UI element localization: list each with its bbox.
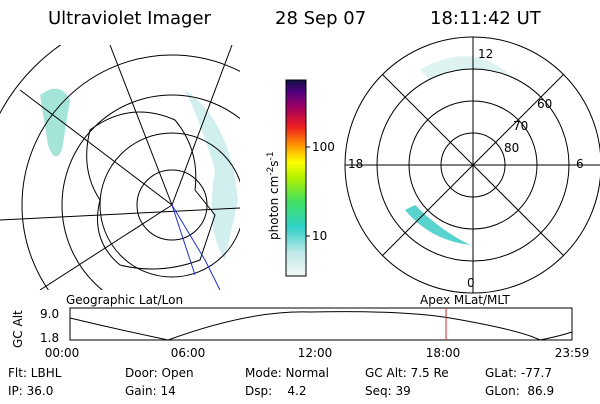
status-field: GLon: 86.9 xyxy=(485,384,554,398)
status-field: Flt: LBHL xyxy=(8,366,62,380)
x-tick: 00:00 xyxy=(45,346,80,360)
time: 18:11:42 UT xyxy=(430,8,542,29)
mlt-label: 0 xyxy=(467,276,475,290)
instrument: Ultraviolet Imager xyxy=(48,8,212,29)
colorbar-tick: 100 xyxy=(312,140,335,154)
x-tick: 18:00 xyxy=(426,346,461,360)
altitude-plot xyxy=(69,307,573,341)
lat-label: 70 xyxy=(513,119,528,133)
y-tick: 1.8 xyxy=(40,331,59,345)
mlt-label: 12 xyxy=(478,47,493,61)
status-field: GC Alt: 7.5 Re xyxy=(365,366,449,380)
date: 28 Sep 07 xyxy=(275,8,366,29)
x-tick: 23:59 xyxy=(555,346,590,360)
y-tick: 9.0 xyxy=(40,307,59,321)
colorbar-tick: 10 xyxy=(312,229,327,243)
colorbar xyxy=(285,79,307,277)
status-field: GLat: -77.7 xyxy=(485,366,552,380)
plot-title: Geographic Lat/Lon xyxy=(66,293,183,307)
colorbar-label: photon cm-2s-1 xyxy=(266,151,281,240)
footer: Flt: LBHL Door: Open Mode: Normal GC Alt: 7… xyxy=(8,366,554,398)
lat-label: 80 xyxy=(504,141,519,155)
geographic-map xyxy=(0,45,240,290)
status-field: Gain: 14 xyxy=(125,384,176,398)
lat-label: 60 xyxy=(537,97,552,111)
status-field: Dsp: 4.2 xyxy=(245,384,307,398)
status-field: IP: 36.0 xyxy=(8,384,53,398)
y-label: GC Alt xyxy=(11,310,25,348)
status-field: Door: Open xyxy=(125,366,194,380)
x-tick: 12:00 xyxy=(298,346,333,360)
mlt-label: 18 xyxy=(348,157,363,171)
x-tick: 06:00 xyxy=(171,346,206,360)
mlt-label: 6 xyxy=(576,157,584,171)
plot-title: Apex MLat/MLT xyxy=(420,293,510,307)
status-field: Mode: Normal xyxy=(245,366,329,380)
status-field: Seq: 39 xyxy=(365,384,411,398)
